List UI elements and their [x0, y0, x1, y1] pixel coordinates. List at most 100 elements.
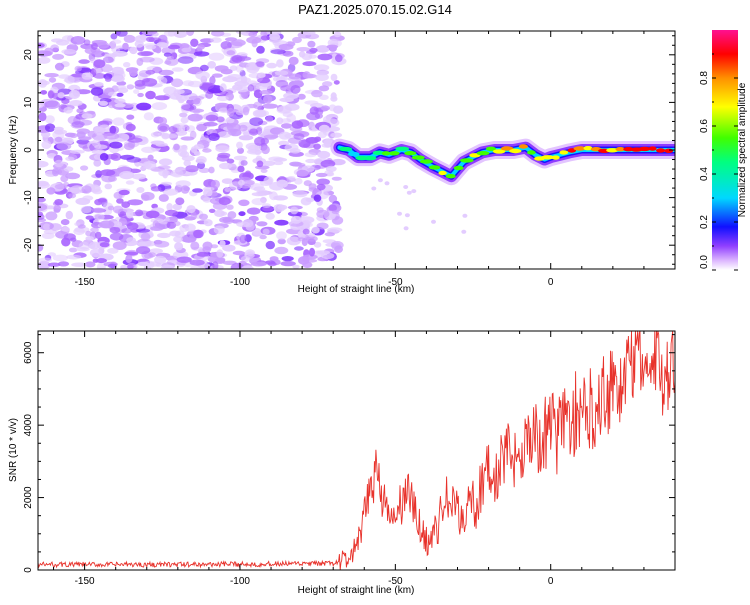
noise-blob	[251, 198, 267, 206]
noise-blob	[98, 124, 111, 132]
colorbar-tick-label: 0.4	[699, 167, 710, 181]
noise-blob	[239, 234, 247, 244]
noise-blob	[333, 105, 344, 114]
noise-blob	[124, 251, 138, 256]
noise-blob	[249, 217, 259, 222]
signal-core	[395, 146, 410, 151]
signal-core	[476, 151, 490, 156]
noise-blob	[158, 169, 170, 177]
noise-blob	[48, 77, 57, 83]
noise-blob	[274, 219, 289, 226]
noise-blob	[275, 80, 289, 88]
noise-blob	[278, 131, 291, 140]
x-tick-label: 0	[548, 277, 554, 288]
noise-blob	[44, 100, 60, 109]
noise-blob	[116, 31, 128, 37]
noise-blob	[161, 132, 170, 140]
noise-blob	[107, 205, 115, 211]
noise-blob	[178, 98, 185, 104]
noise-blob	[38, 49, 46, 57]
noise-blob	[281, 118, 291, 124]
noise-blob	[247, 144, 259, 154]
noise-blob	[255, 83, 272, 90]
noise-blob	[277, 238, 286, 245]
noise-blob	[91, 207, 106, 213]
noise-blob	[219, 240, 226, 248]
noise-blob	[316, 178, 331, 186]
signal-core	[372, 150, 384, 155]
noise-blob	[276, 59, 284, 68]
noise-blob	[276, 179, 288, 188]
noise-blob	[315, 172, 328, 178]
noise-blob	[123, 34, 136, 43]
noise-blob	[73, 227, 85, 236]
noise-blob	[64, 75, 75, 84]
noise-blob	[313, 143, 321, 150]
signal-core	[339, 146, 353, 152]
noise-blob	[47, 262, 61, 267]
colorbar-label: Normalized spectral amplitude	[737, 82, 748, 217]
noise-region	[38, 31, 468, 269]
noise-blob	[47, 90, 55, 99]
noise-blob	[208, 133, 220, 141]
x-tick-label: -100	[230, 576, 250, 587]
noise-blob	[297, 93, 306, 100]
noise-blob	[221, 178, 234, 185]
noise-blob	[270, 49, 286, 55]
noise-blob	[323, 138, 333, 148]
noise-blob	[247, 84, 255, 92]
noise-blob	[57, 92, 65, 99]
noise-blob	[218, 197, 231, 206]
noise-blob	[70, 237, 77, 242]
noise-blob	[163, 86, 177, 95]
noise-blob	[90, 42, 98, 50]
noise-blob	[219, 83, 227, 92]
noise-blob	[76, 128, 91, 135]
noise-blob	[259, 234, 267, 240]
noise-blob	[246, 207, 261, 215]
noise-blob	[75, 197, 91, 205]
noise-blob	[325, 165, 337, 172]
noise-blob	[313, 64, 330, 71]
noise-blob	[149, 248, 164, 254]
noise-blob	[144, 160, 157, 170]
noise-blob	[181, 144, 188, 149]
noise-blob	[210, 37, 222, 43]
noise-blob	[65, 156, 75, 161]
noise-blob	[143, 112, 154, 121]
noise-blob	[229, 65, 238, 71]
noise-blob	[232, 250, 246, 256]
noise-blob	[384, 181, 390, 186]
noise-blob	[41, 232, 55, 239]
noise-blob	[150, 186, 162, 192]
noise-blob	[150, 226, 164, 231]
noise-blob	[404, 213, 410, 218]
noise-blob	[93, 73, 106, 79]
noise-blob	[274, 70, 289, 76]
noise-blob	[318, 85, 330, 92]
signal-core	[445, 174, 456, 179]
noise-blob	[240, 160, 248, 166]
noise-blob	[166, 55, 175, 61]
y-tick-label: 10	[23, 96, 34, 108]
noise-blob	[242, 106, 250, 116]
signal-core	[347, 151, 360, 157]
noise-blob	[189, 259, 205, 266]
noise-blob	[302, 228, 310, 235]
noise-blob	[126, 210, 134, 219]
noise-blob	[311, 226, 320, 234]
noise-blob	[170, 169, 184, 178]
noise-blob	[120, 154, 135, 160]
noise-blob	[117, 85, 127, 90]
noise-blob	[224, 123, 237, 128]
noise-blob	[158, 117, 168, 126]
noise-blob	[125, 123, 136, 132]
noise-blob	[226, 204, 234, 210]
noise-blob	[202, 197, 212, 203]
noise-blob	[231, 55, 243, 63]
noise-blob	[276, 231, 287, 240]
noise-blob	[330, 132, 343, 138]
noise-blob	[256, 160, 264, 168]
noise-blob	[290, 215, 302, 224]
